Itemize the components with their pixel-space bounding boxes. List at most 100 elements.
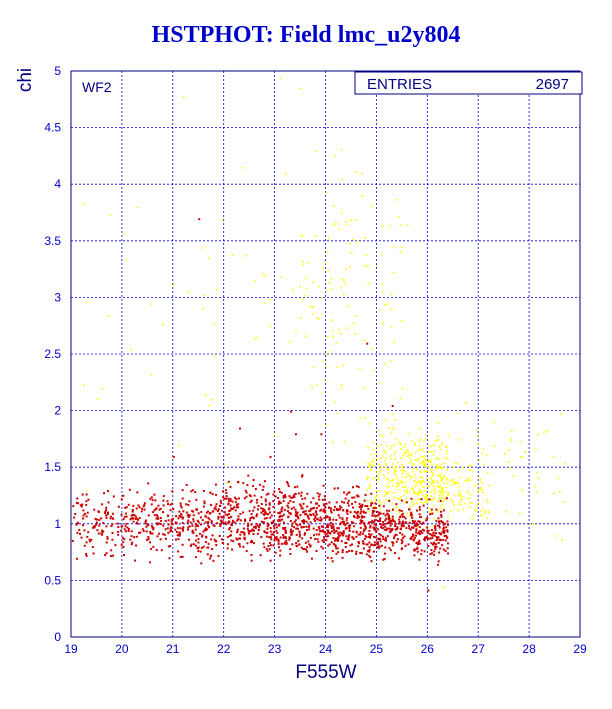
data-point [465,479,468,481]
data-point [378,500,381,503]
data-point [279,515,282,518]
data-point [457,438,460,441]
data-point [440,515,443,518]
data-point [444,522,447,525]
data-point [362,530,365,533]
data-point [149,541,152,544]
data-point [133,536,136,539]
data-point [412,503,415,505]
data-point [394,458,397,460]
data-point [387,472,390,474]
data-point [414,520,417,523]
data-point [252,516,255,519]
data-point [363,387,366,390]
data-point [289,496,292,499]
data-point [510,437,512,440]
data-point [195,508,198,511]
data-point [270,521,273,524]
data-point [246,484,249,487]
data-point [331,329,334,332]
data-point [359,533,362,536]
data-point [362,510,365,513]
data-point [206,553,209,556]
data-point [424,465,427,468]
data-point [449,480,451,483]
data-point [439,506,442,509]
data-point [211,399,213,401]
data-point [157,504,160,507]
data-point [310,501,313,504]
data-point [420,549,423,552]
data-point [321,498,324,501]
data-point [430,445,433,448]
y-tick-label: 0.5 [44,573,61,587]
data-point [433,481,435,484]
data-point [236,530,239,533]
data-point [125,258,128,261]
data-point [217,517,220,520]
data-point [75,523,78,526]
data-point [405,490,407,493]
data-point [400,499,403,502]
data-point [407,472,409,475]
data-point [269,559,272,562]
data-point [308,262,310,264]
data-point [437,536,440,539]
data-point [132,520,135,523]
data-point [221,538,224,541]
data-point [390,293,393,295]
data-point [335,412,338,414]
data-point [320,433,323,436]
data-point [277,542,280,545]
data-point [342,509,345,512]
data-point [214,354,217,357]
data-point [109,555,112,558]
data-point [429,533,432,536]
data-point [156,515,159,518]
data-point [136,491,139,494]
data-point [358,503,361,506]
data-point [292,506,295,509]
data-point [410,501,413,504]
data-point [349,544,352,547]
data-point [327,237,330,239]
data-point [231,500,234,503]
data-point [429,499,432,501]
data-point [221,541,224,544]
data-point [441,478,443,481]
data-point [378,463,381,466]
data-point [341,520,344,523]
data-point [262,507,265,510]
data-point [400,538,403,541]
data-point [307,516,310,519]
data-point [393,520,396,523]
data-point [334,538,337,541]
data-point [534,486,537,488]
data-point [427,529,430,532]
data-point [332,537,335,540]
data-point [360,521,363,524]
data-point [444,491,447,493]
data-point [281,518,284,521]
data-point [335,547,338,550]
data-point [390,432,393,434]
data-point [250,540,253,543]
data-point [387,482,390,485]
data-point [309,536,312,539]
data-point [295,541,298,544]
data-point [373,526,376,529]
data-point [400,320,403,322]
data-point [93,508,96,511]
data-point [412,538,415,541]
data-point [404,481,407,483]
data-point [430,508,433,511]
data-point [333,509,336,512]
data-point [304,497,307,500]
data-point [434,524,437,527]
data-point [356,515,359,518]
data-point [95,521,98,524]
data-point [426,462,429,464]
data-point [81,493,84,496]
data-point [219,525,222,528]
